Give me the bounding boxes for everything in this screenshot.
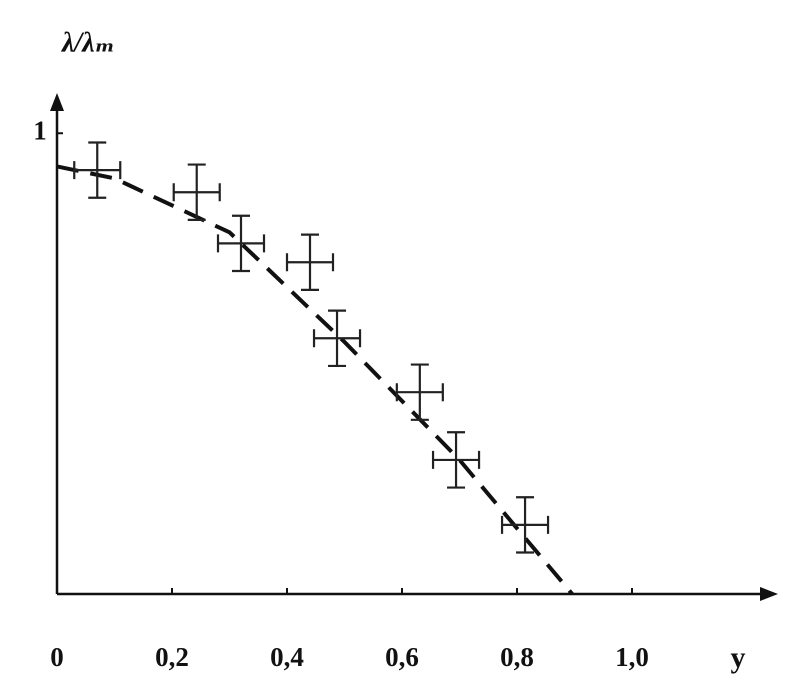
- x-tick-label: 0,8: [500, 642, 534, 672]
- x-error-bar: [431, 450, 481, 469]
- x-error-bar: [500, 515, 550, 534]
- x-axis-arrow: [760, 587, 778, 601]
- x-error-bar: [216, 234, 266, 253]
- y-axis-label: λ/λₘ: [61, 27, 115, 58]
- x-tick-label: 0: [50, 642, 64, 672]
- x-error-bar: [73, 161, 122, 180]
- x-tick-label: 0,2: [155, 642, 189, 672]
- x-axis-label: y: [731, 641, 746, 674]
- x-tick-label: 0,6: [385, 642, 419, 672]
- x-tick-label: 1,0: [615, 642, 649, 672]
- x-error-bar: [312, 329, 362, 348]
- x-error-bar: [285, 253, 335, 272]
- y-tick-label: 1: [33, 115, 47, 145]
- x-tick-label: 0,4: [270, 642, 304, 672]
- x-error-bar: [172, 183, 221, 202]
- y-axis-arrow: [50, 93, 64, 111]
- x-error-bar: [395, 383, 444, 402]
- fit-line: [56, 164, 574, 596]
